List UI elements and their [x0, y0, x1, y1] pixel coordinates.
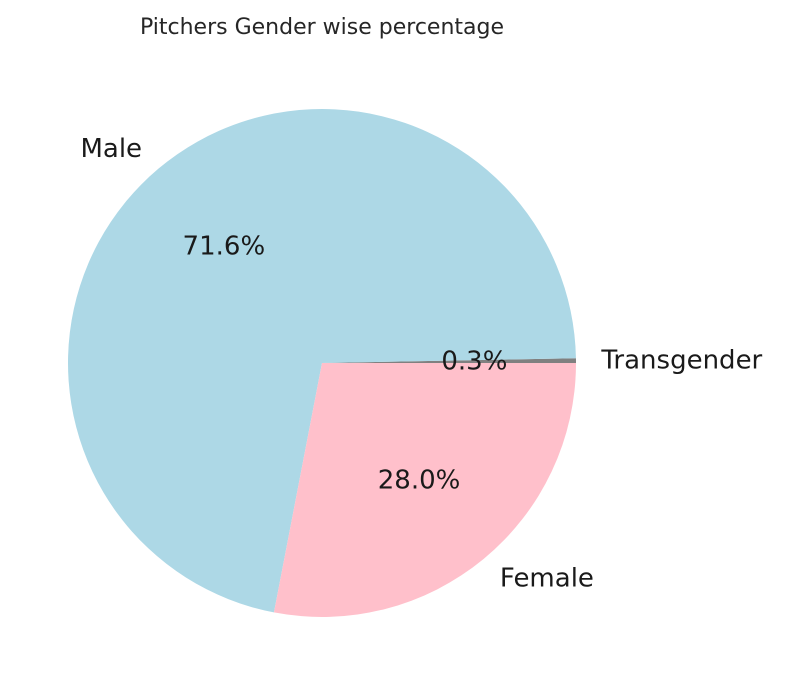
pct-label-female: 28.0%: [378, 466, 461, 496]
slice-label-transgender: Transgender: [600, 345, 762, 375]
pie-slice-male: [67, 109, 576, 613]
pie-slice-transgender: [322, 358, 576, 363]
slice-label-male: Male: [80, 134, 142, 164]
slice-label-female: Female: [500, 563, 594, 593]
pie-labels: Transgender 0.3% Male 71.6% Female 28.0%: [80, 134, 762, 593]
pie-slice-female: [273, 363, 576, 617]
pct-label-transgender: 0.3%: [441, 347, 507, 377]
pie-slices: [67, 109, 576, 617]
chart-title: Pitchers Gender wise percentage: [140, 15, 504, 40]
pct-label-male: 71.6%: [183, 231, 266, 261]
